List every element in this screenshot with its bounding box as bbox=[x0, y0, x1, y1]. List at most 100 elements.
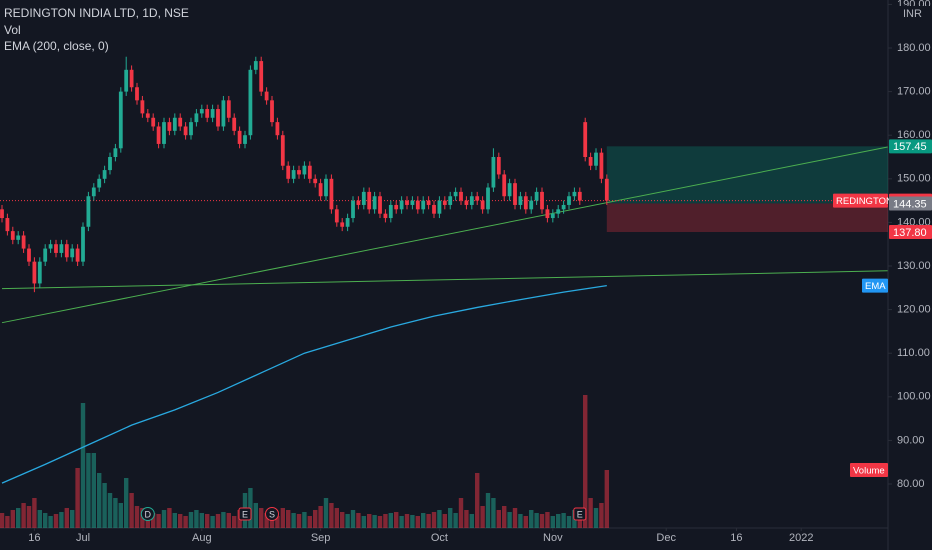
volume-bar bbox=[286, 510, 291, 528]
candle-body bbox=[426, 200, 431, 205]
candle-body bbox=[140, 100, 145, 114]
volume-bar bbox=[10, 510, 15, 528]
volume-bar bbox=[345, 514, 350, 528]
candle-body bbox=[27, 248, 31, 262]
candle-body bbox=[205, 109, 210, 118]
candle-body bbox=[37, 261, 42, 284]
volume-bar bbox=[539, 514, 545, 528]
volume-bar bbox=[318, 506, 323, 528]
candle-body bbox=[221, 100, 226, 127]
candle-body bbox=[437, 200, 442, 214]
y-tick-label: 170.00 bbox=[897, 86, 931, 98]
volume-bar bbox=[561, 513, 566, 528]
target-tag-bg bbox=[889, 139, 932, 154]
candle-body bbox=[345, 218, 350, 227]
volume-bar bbox=[156, 514, 161, 528]
volume-tag: Volume bbox=[853, 466, 885, 477]
volume-bar bbox=[188, 512, 194, 528]
candle-body bbox=[216, 109, 220, 127]
candle-body bbox=[486, 187, 490, 210]
volume-bar bbox=[210, 516, 215, 528]
volume-bar bbox=[442, 514, 448, 528]
volume-bar bbox=[129, 493, 134, 528]
candle-body bbox=[102, 170, 107, 179]
candle-body bbox=[86, 196, 91, 227]
candle-body bbox=[361, 191, 366, 205]
candle-body bbox=[432, 204, 436, 214]
x-tick-label: 16 bbox=[28, 532, 40, 544]
symbol-tag-bg bbox=[833, 193, 888, 208]
volume-bar bbox=[64, 508, 69, 528]
candle-body bbox=[151, 117, 156, 127]
volume-bar bbox=[80, 403, 86, 528]
target-tag: 157.45 bbox=[893, 141, 927, 153]
symbol-tag: REDINGTON bbox=[836, 196, 893, 207]
candle-body bbox=[334, 209, 339, 223]
candle-body bbox=[156, 126, 161, 144]
volume-bar bbox=[415, 516, 421, 528]
x-tick-label: Nov bbox=[543, 532, 563, 544]
volume-bar bbox=[183, 516, 188, 528]
x-tick-label: Dec bbox=[656, 532, 676, 544]
candle-body bbox=[415, 200, 420, 210]
volume-bar bbox=[178, 514, 183, 528]
volume-bar bbox=[421, 513, 426, 528]
chart-title: REDINGTON INDIA LTD, 1D, NSE bbox=[4, 6, 189, 20]
candle-body bbox=[545, 209, 550, 219]
volume-bar bbox=[404, 514, 410, 528]
volume-bar bbox=[566, 516, 572, 528]
volume-bar bbox=[194, 510, 199, 528]
volume-bar bbox=[15, 508, 21, 528]
y-tick-label: 90.00 bbox=[897, 434, 925, 446]
volume-bar bbox=[550, 516, 556, 528]
candle-body bbox=[329, 178, 334, 210]
volume-bar bbox=[507, 512, 512, 528]
volume-bar bbox=[593, 508, 599, 528]
volume-bar bbox=[172, 513, 178, 528]
x-tick-label: Sep bbox=[311, 532, 331, 544]
candle-body bbox=[480, 200, 485, 210]
candle-body bbox=[453, 191, 458, 197]
candle-body bbox=[561, 204, 566, 210]
candle-body bbox=[410, 200, 415, 205]
volume-bar bbox=[383, 514, 388, 528]
currency: INR bbox=[903, 8, 922, 20]
candle-body bbox=[518, 196, 523, 205]
volume-bar bbox=[388, 513, 394, 528]
event-label: D bbox=[145, 509, 152, 519]
candle-body bbox=[167, 122, 172, 131]
candle-body bbox=[496, 157, 501, 175]
volume-bar bbox=[458, 498, 464, 528]
candle-body bbox=[259, 61, 264, 92]
event-marker bbox=[573, 507, 587, 521]
candle-body bbox=[421, 200, 426, 210]
volume-bar bbox=[69, 510, 75, 528]
volume-bar bbox=[296, 514, 302, 528]
volume-bar bbox=[340, 512, 345, 528]
candle-body bbox=[405, 200, 409, 205]
candle-body bbox=[383, 213, 388, 219]
candle-body bbox=[523, 196, 528, 210]
candle-body bbox=[59, 244, 64, 253]
ema-tag-bg bbox=[862, 278, 888, 293]
candle-body bbox=[534, 191, 539, 201]
candle-body bbox=[10, 231, 15, 240]
volume-bar bbox=[107, 493, 113, 528]
currency-bg bbox=[896, 6, 930, 20]
candle-body bbox=[232, 117, 237, 131]
candle-body bbox=[459, 191, 463, 201]
candle-body bbox=[286, 165, 291, 179]
volume-bar bbox=[334, 508, 340, 528]
volume-bar bbox=[377, 516, 383, 528]
event-label: E bbox=[242, 509, 248, 519]
candle-body bbox=[0, 209, 4, 219]
volume-bar bbox=[453, 513, 458, 528]
volume-bar bbox=[269, 514, 275, 528]
volume-bar bbox=[91, 453, 97, 528]
volume-bar bbox=[448, 508, 453, 528]
candle-body bbox=[324, 178, 328, 197]
volume-bar bbox=[502, 506, 507, 528]
candle-body bbox=[270, 100, 274, 123]
